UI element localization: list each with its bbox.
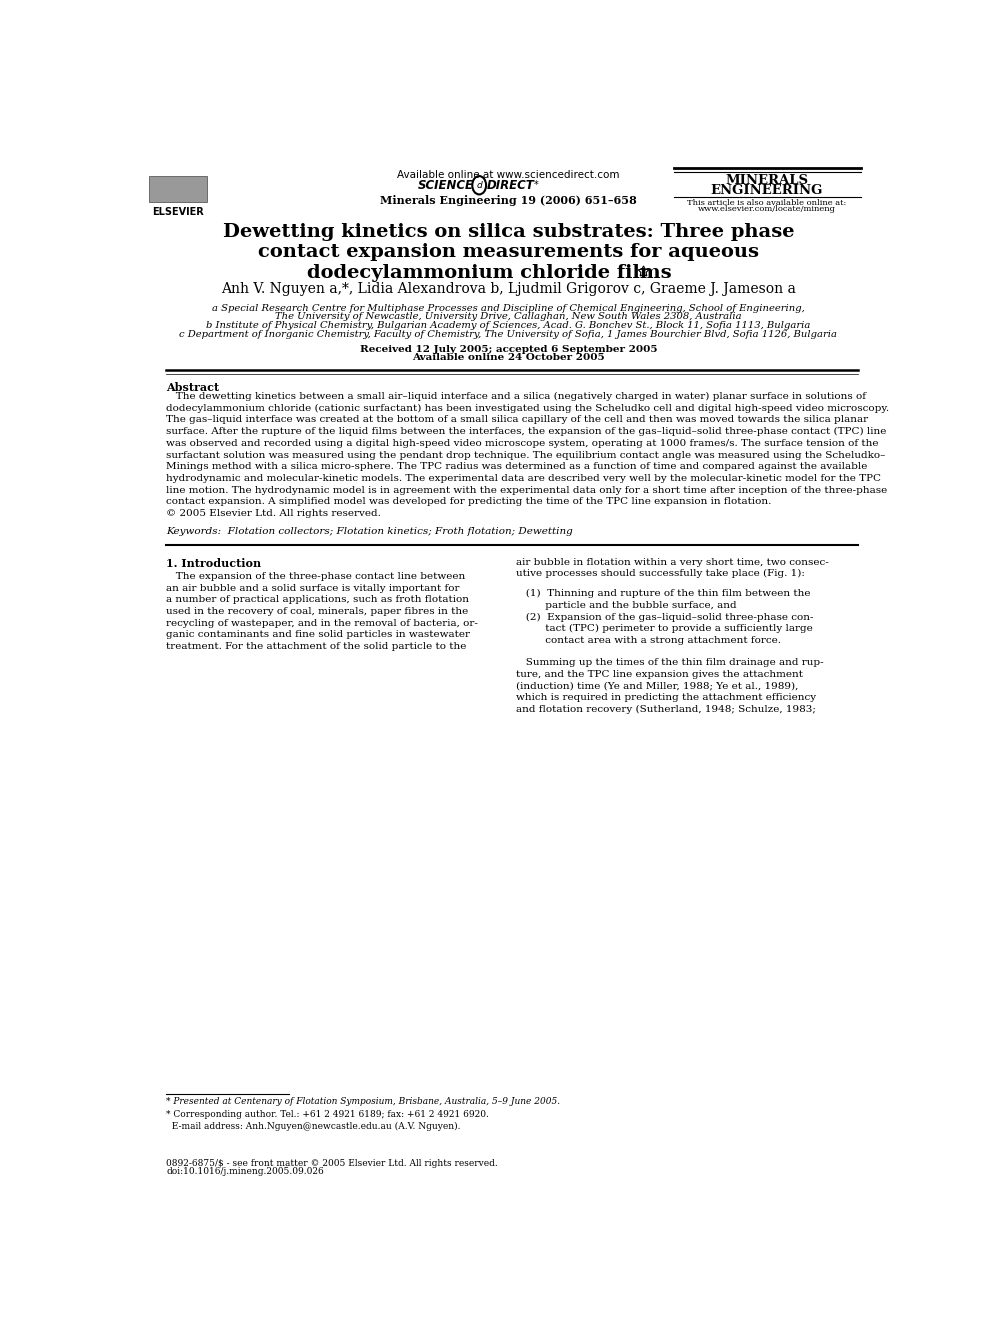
Text: Minerals Engineering 19 (2006) 651–658: Minerals Engineering 19 (2006) 651–658 (380, 194, 637, 206)
Text: hydrodynamic and molecular-kinetic models. The experimental data are described v: hydrodynamic and molecular-kinetic model… (167, 474, 881, 483)
Text: The University of Newcastle, University Drive, Callaghan, New South Wales 2308, : The University of Newcastle, University … (275, 312, 742, 321)
Text: Available online 24 October 2005: Available online 24 October 2005 (412, 353, 605, 363)
Bar (149, 176, 207, 201)
Text: Dewetting kinetics on silica substrates: Three phase: Dewetting kinetics on silica substrates:… (222, 224, 795, 241)
Text: The gas–liquid interface was created at the bottom of a small silica capillary o: The gas–liquid interface was created at … (167, 415, 868, 425)
Text: This article is also available online at:: This article is also available online at… (687, 198, 846, 206)
Text: DIRECT: DIRECT (487, 179, 535, 192)
Text: www.elsevier.com/locate/mineng: www.elsevier.com/locate/mineng (697, 205, 835, 213)
Text: * Corresponding author. Tel.: +61 2 4921 6189; fax: +61 2 4921 6920.: * Corresponding author. Tel.: +61 2 4921… (167, 1110, 489, 1119)
Text: contact area with a strong attachment force.: contact area with a strong attachment fo… (516, 636, 781, 646)
Text: SCIENCE: SCIENCE (418, 179, 474, 192)
Text: 0892-6875/$ - see front matter © 2005 Elsevier Ltd. All rights reserved.: 0892-6875/$ - see front matter © 2005 El… (167, 1159, 498, 1168)
Text: a number of practical applications, such as froth flotation: a number of practical applications, such… (167, 595, 469, 605)
Text: dodecylammonium chloride films: dodecylammonium chloride films (307, 263, 672, 282)
Text: (2)  Expansion of the gas–liquid–solid three-phase con-: (2) Expansion of the gas–liquid–solid th… (516, 613, 813, 622)
Text: ENGINEERING: ENGINEERING (710, 184, 823, 197)
Text: utive processes should successfully take place (Fig. 1):: utive processes should successfully take… (516, 569, 805, 578)
Text: *: * (534, 180, 539, 191)
Text: contact expansion measurements for aqueous: contact expansion measurements for aqueo… (258, 243, 759, 262)
Text: line motion. The hydrodynamic model is in agreement with the experimental data o: line motion. The hydrodynamic model is i… (167, 486, 888, 495)
Text: * Presented at Centenary of Flotation Symposium, Brisbane, Australia, 5–9 June 2: * Presented at Centenary of Flotation Sy… (167, 1097, 560, 1106)
Text: tact (TPC) perimeter to provide a sufficiently large: tact (TPC) perimeter to provide a suffic… (516, 624, 812, 634)
Text: and flotation recovery (Sutherland, 1948; Schulze, 1983;: and flotation recovery (Sutherland, 1948… (516, 705, 816, 714)
Text: surfactant solution was measured using the pendant drop technique. The equilibri: surfactant solution was measured using t… (167, 451, 886, 459)
Text: (1)  Thinning and rupture of the thin film between the: (1) Thinning and rupture of the thin fil… (516, 589, 810, 598)
Text: ganic contaminants and fine solid particles in wastewater: ganic contaminants and fine solid partic… (167, 631, 470, 639)
Text: E-mail address: Anh.Nguyen@newcastle.edu.au (A.V. Nguyen).: E-mail address: Anh.Nguyen@newcastle.edu… (167, 1122, 460, 1131)
Text: c Department of Inorganic Chemistry, Faculty of Chemistry, The University of Sof: c Department of Inorganic Chemistry, Fac… (180, 331, 837, 340)
Text: which is required in predicting the attachment efficiency: which is required in predicting the atta… (516, 693, 816, 703)
Text: a Special Research Centre for Multiphase Processes and Discipline of Chemical En: a Special Research Centre for Multiphase… (212, 304, 805, 314)
Text: doi:10.1016/j.mineng.2005.09.026: doi:10.1016/j.mineng.2005.09.026 (167, 1167, 324, 1176)
Text: particle and the bubble surface, and: particle and the bubble surface, and (516, 601, 737, 610)
Text: © 2005 Elsevier Ltd. All rights reserved.: © 2005 Elsevier Ltd. All rights reserved… (167, 509, 381, 519)
Text: d: d (476, 181, 482, 189)
Text: Abstract: Abstract (167, 382, 219, 393)
Text: 1. Introduction: 1. Introduction (167, 557, 262, 569)
Text: contact expansion. A simplified model was developed for predicting the time of t: contact expansion. A simplified model wa… (167, 497, 772, 507)
Text: Available online at www.sciencedirect.com: Available online at www.sciencedirect.co… (397, 171, 620, 180)
Text: Summing up the times of the thin film drainage and rup-: Summing up the times of the thin film dr… (516, 658, 823, 667)
Text: The dewetting kinetics between a small air–liquid interface and a silica (negati: The dewetting kinetics between a small a… (167, 392, 866, 401)
Text: Minings method with a silica micro-sphere. The TPC radius was determined as a fu: Minings method with a silica micro-spher… (167, 462, 868, 471)
Text: (induction) time (Ye and Miller, 1988; Ye et al., 1989),: (induction) time (Ye and Miller, 1988; Y… (516, 681, 799, 691)
Text: ELSEVIER: ELSEVIER (152, 206, 203, 217)
Text: b Institute of Physical Chemistry, Bulgarian Academy of Sciences, Acad. G. Bonch: b Institute of Physical Chemistry, Bulga… (206, 321, 810, 331)
Text: air bubble in flotation within a very short time, two consec-: air bubble in flotation within a very sh… (516, 557, 829, 566)
Text: recycling of wastepaper, and in the removal of bacteria, or-: recycling of wastepaper, and in the remo… (167, 619, 478, 627)
Text: Anh V. Nguyen a,*, Lidia Alexandrova b, Ljudmil Grigorov c, Graeme J. Jameson a: Anh V. Nguyen a,*, Lidia Alexandrova b, … (221, 282, 796, 296)
Text: dodecylammonium chloride (cationic surfactant) has been investigated using the S: dodecylammonium chloride (cationic surfa… (167, 404, 890, 413)
Text: MINERALS: MINERALS (725, 173, 808, 187)
Text: The expansion of the three-phase contact line between: The expansion of the three-phase contact… (167, 572, 465, 581)
Text: surface. After the rupture of the liquid films between the interfaces, the expan: surface. After the rupture of the liquid… (167, 427, 887, 437)
Text: was observed and recorded using a digital high-speed video microscope system, op: was observed and recorded using a digita… (167, 439, 879, 448)
Text: Received 12 July 2005; accepted 6 September 2005: Received 12 July 2005; accepted 6 Septem… (360, 345, 657, 353)
Text: treatment. For the attachment of the solid particle to the: treatment. For the attachment of the sol… (167, 642, 466, 651)
Text: ture, and the TPC line expansion gives the attachment: ture, and the TPC line expansion gives t… (516, 669, 804, 679)
Text: Keywords:  Flotation collectors; Flotation kinetics; Froth flotation; Dewetting: Keywords: Flotation collectors; Flotatio… (167, 527, 573, 536)
Text: an air bubble and a solid surface is vitally important for: an air bubble and a solid surface is vit… (167, 583, 459, 593)
Text: used in the recovery of coal, minerals, paper fibres in the: used in the recovery of coal, minerals, … (167, 607, 468, 617)
